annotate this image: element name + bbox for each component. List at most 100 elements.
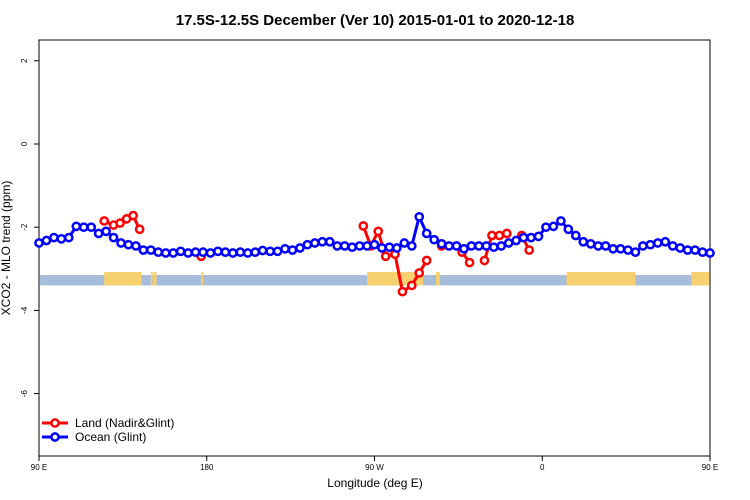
- data-point: [556, 216, 566, 226]
- data-point: [501, 228, 512, 239]
- data-point: [496, 241, 507, 251]
- data-point: [511, 235, 522, 246]
- series-land: [99, 210, 535, 297]
- data-point: [436, 238, 447, 249]
- land-band-segment: [566, 272, 636, 286]
- data-point: [257, 245, 268, 256]
- data-point: [78, 222, 89, 233]
- data-point: [116, 238, 126, 248]
- data-point: [373, 226, 384, 237]
- land-band-segment: [201, 272, 204, 286]
- data-point: [71, 221, 82, 232]
- data-point: [451, 241, 462, 251]
- data-point: [280, 243, 290, 254]
- x-tick-label: 90 E: [702, 463, 718, 472]
- land-band-segment: [691, 272, 709, 286]
- data-point: [377, 243, 387, 253]
- data-point: [652, 238, 663, 248]
- data-point: [131, 241, 141, 251]
- data-point: [638, 241, 648, 251]
- data-point: [660, 236, 671, 247]
- data-point: [369, 239, 380, 250]
- data-point: [406, 280, 417, 291]
- data-point: [623, 245, 633, 255]
- data-point: [645, 239, 656, 250]
- land-band-segment: [436, 272, 440, 286]
- data-point: [384, 242, 395, 253]
- data-point: [474, 241, 484, 251]
- data-point: [667, 241, 678, 251]
- data-point: [459, 243, 469, 254]
- data-point: [593, 241, 604, 251]
- data-point: [175, 246, 186, 257]
- data-point: [354, 241, 365, 251]
- x-tick-label: 90 E: [31, 463, 47, 472]
- data-point: [488, 242, 499, 253]
- data-point: [563, 224, 574, 235]
- data-point: [682, 245, 693, 255]
- data-point: [526, 232, 536, 243]
- data-point: [56, 233, 67, 244]
- data-point: [272, 246, 283, 257]
- data-point: [675, 243, 686, 253]
- data-point: [615, 243, 626, 254]
- x-axis-label: Longitude (deg E): [327, 476, 422, 490]
- data-point: [295, 243, 305, 253]
- data-point: [339, 241, 350, 251]
- data-point: [421, 255, 432, 266]
- data-point: [464, 257, 475, 268]
- data-point: [190, 247, 201, 258]
- data-point: [380, 251, 391, 262]
- land-band-segment: [104, 272, 142, 286]
- x-tick-label: 0: [540, 463, 545, 472]
- data-point: [518, 232, 529, 243]
- data-point: [392, 243, 402, 253]
- data-point: [317, 236, 328, 247]
- data-point: [250, 247, 261, 258]
- data-point: [630, 247, 641, 258]
- data-point: [227, 248, 238, 258]
- data-point: [134, 224, 145, 235]
- legend: Land (Nadir&Glint)Ocean (Glint): [42, 416, 174, 444]
- data-point: [235, 247, 246, 258]
- data-point: [183, 248, 193, 258]
- y-axis-ticks: 2 0 -2 -4 -6: [20, 58, 39, 397]
- data-point: [123, 239, 134, 250]
- data-point: [138, 245, 149, 255]
- y-tick-label: -6: [20, 389, 29, 397]
- land-band-segment: [150, 272, 153, 286]
- data-point: [414, 268, 425, 278]
- data-point: [153, 247, 164, 258]
- data-point: [608, 243, 618, 254]
- data-point: [310, 238, 320, 248]
- data-point: [541, 222, 551, 233]
- data-point: [487, 230, 497, 241]
- legend-swatch-marker: [50, 432, 60, 442]
- y-tick-label: 2: [20, 58, 29, 63]
- data-point: [585, 238, 596, 249]
- data-point: [414, 211, 425, 222]
- x-tick-label: 90 W: [365, 463, 384, 472]
- data-point: [466, 241, 477, 251]
- series-ocean: [34, 211, 715, 258]
- data-point: [41, 235, 52, 246]
- data-point: [220, 247, 231, 258]
- data-point: [115, 218, 125, 228]
- data-point: [93, 228, 104, 239]
- data-point: [205, 248, 216, 258]
- data-point: [570, 230, 581, 241]
- data-point: [265, 246, 275, 257]
- data-point: [548, 221, 559, 232]
- data-point: [578, 236, 589, 247]
- x-axis-ticks: 90 E 180 90 W 0 90 E: [31, 456, 718, 472]
- data-point: [198, 247, 208, 258]
- data-point: [168, 248, 179, 258]
- data-point: [690, 245, 700, 255]
- data-point: [347, 242, 357, 253]
- data-point: [533, 231, 544, 242]
- data-point: [705, 248, 715, 258]
- y-tick-label: 0: [20, 141, 29, 146]
- chart-title: 17.5S-12.5S December (Ver 10) 2015-01-01…: [176, 12, 575, 29]
